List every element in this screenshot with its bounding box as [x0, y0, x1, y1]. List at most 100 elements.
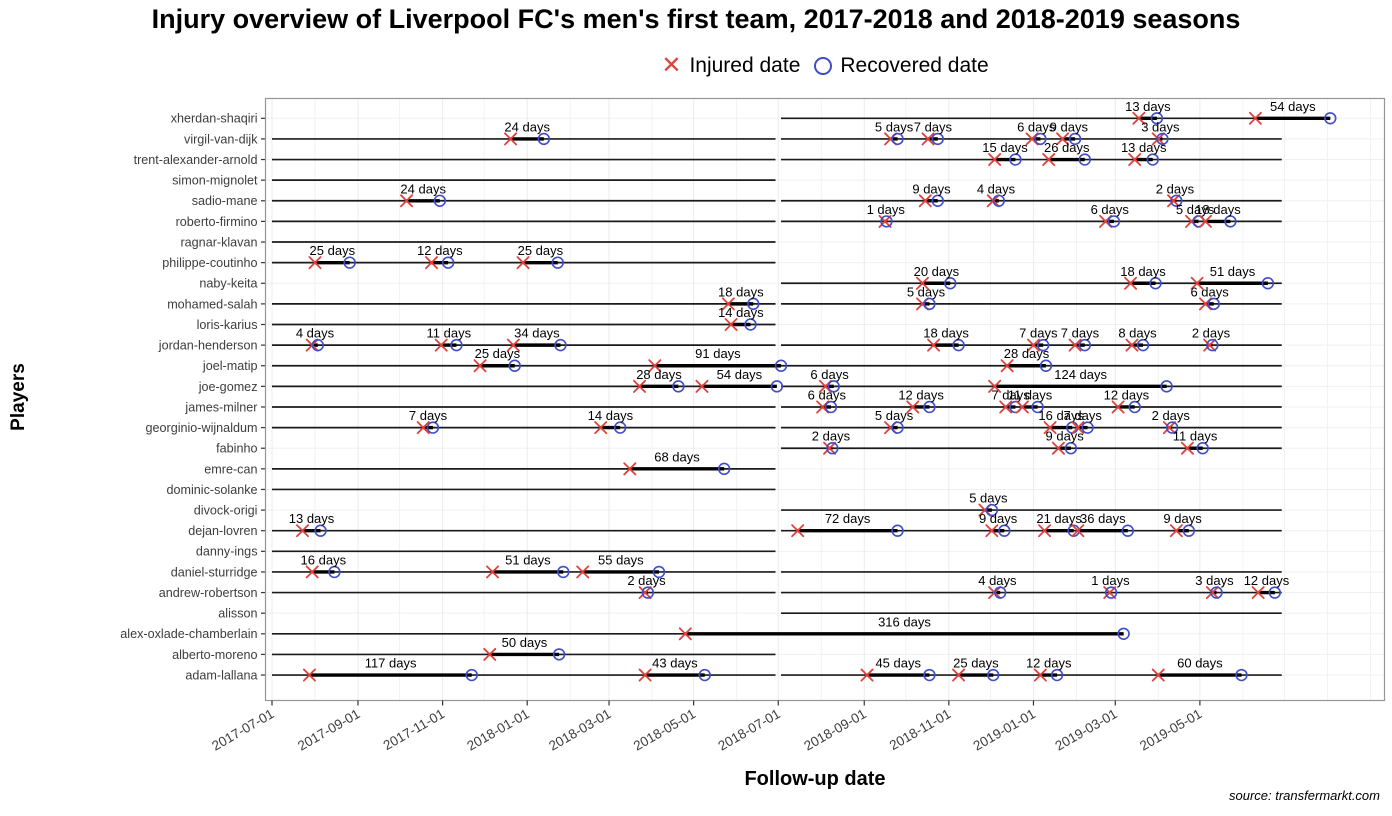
injured-marker — [1124, 276, 1138, 290]
recovered-marker — [698, 668, 711, 682]
player-label: virgil-van-dijk — [184, 132, 258, 146]
recovered-marker — [613, 421, 627, 434]
panel-border — [264, 97, 1386, 702]
injury-duration-label: 60 days — [1177, 656, 1223, 671]
injury-duration-label: 28 days — [636, 367, 682, 382]
recovered-marker — [1104, 586, 1118, 599]
injury-duration-label: 9 days — [1163, 511, 1202, 526]
recovered-marker — [1068, 132, 1082, 146]
recovered-marker — [1031, 400, 1044, 414]
recovered-marker — [450, 338, 463, 352]
injured-marker — [1203, 338, 1217, 352]
recovered-marker — [1196, 442, 1209, 455]
injured-marker — [516, 256, 530, 270]
recovered-marker — [1150, 112, 1164, 125]
injury-duration-label: 24 days — [400, 181, 446, 196]
player-label: mohamed-salah — [167, 297, 257, 311]
player-label: trent-alexander-arnold — [134, 153, 258, 167]
injury-duration-label: 316 days — [878, 614, 931, 629]
player-label: philippe-coutinho — [162, 256, 257, 270]
recovered-marker — [774, 359, 788, 372]
player-label: joel-matip — [202, 359, 258, 373]
injured-marker — [999, 400, 1013, 414]
recovered-marker — [931, 132, 944, 146]
recovered-marker — [891, 524, 904, 537]
injured-marker — [918, 194, 932, 208]
injured-marker — [1151, 132, 1165, 146]
injury-duration-label: 124 days — [1054, 367, 1107, 382]
injury-duration-label: 28 days — [1004, 346, 1050, 361]
injured-marker — [296, 524, 310, 538]
injured-marker — [483, 647, 497, 661]
injury-duration-label: 34 days — [514, 326, 560, 341]
injury-duration-label: 7 days — [409, 408, 448, 423]
injury-duration-label: 6 days — [1190, 284, 1229, 299]
player-label: daniel-sturridge — [171, 565, 258, 579]
recovered-marker — [1324, 112, 1337, 125]
injured-marker — [623, 462, 637, 476]
injury-duration-label: 51 days — [1210, 264, 1256, 279]
injury-duration-label: 9 days — [979, 511, 1018, 526]
injury-duration-label: 7 days — [914, 119, 953, 134]
injury-duration-label: 5 days — [907, 284, 946, 299]
injury-duration-label: 68 days — [654, 449, 700, 464]
injured-marker — [985, 524, 999, 538]
x-tick-label: 2018-03-01 — [546, 706, 613, 754]
recovered-marker — [672, 380, 685, 393]
injured-marker — [1162, 421, 1176, 435]
injured-marker — [1033, 668, 1047, 682]
injury-duration-label: 25 days — [310, 243, 356, 258]
recovered-marker — [770, 380, 784, 393]
injured-marker — [916, 276, 930, 290]
injury-duration-label: 16 days — [301, 552, 347, 567]
recovered-marker — [1034, 132, 1047, 146]
injury-duration-label: 91 days — [695, 346, 741, 361]
injury-duration-label: 2 days — [1156, 181, 1195, 196]
injured-marker — [1190, 276, 1204, 290]
x-tick-label: 2017-09-01 — [295, 706, 362, 754]
recovered-marker — [931, 194, 944, 207]
injured-marker — [1071, 421, 1085, 435]
injured-marker — [823, 441, 837, 455]
x-tick-label: 2019-03-01 — [1052, 706, 1119, 754]
injury-duration-label: 51 days — [505, 552, 551, 567]
injury-duration-label: 6 days — [1017, 119, 1056, 134]
injury-duration-label: 6 days — [1091, 202, 1130, 217]
injured-marker — [1132, 111, 1146, 125]
injured-marker — [1068, 338, 1082, 352]
injury-duration-label: 50 days — [502, 635, 548, 650]
injury-duration-label: 13 days — [1121, 140, 1167, 155]
recovered-marker — [537, 132, 551, 146]
injury-duration-label: 12 days — [1244, 573, 1290, 588]
recovered-marker — [944, 277, 957, 290]
recovered-marker — [314, 524, 327, 537]
recovered-marker — [652, 565, 666, 579]
recovered-marker — [1050, 668, 1064, 682]
recovered-marker — [880, 215, 893, 228]
recovered-marker — [1224, 215, 1237, 228]
injury-duration-label: 2 days — [627, 573, 666, 588]
injured-marker — [305, 565, 319, 579]
injured-marker — [486, 565, 500, 579]
injury-duration-label: 21 days — [1036, 511, 1082, 526]
injured-marker — [308, 256, 322, 270]
recovered-marker — [1078, 338, 1091, 352]
recovered-marker — [998, 524, 1011, 537]
injury-duration-label: 7 days — [1064, 408, 1103, 423]
injury-duration-label: 5 days — [875, 408, 914, 423]
injured-marker — [695, 379, 709, 393]
x-tick-label: 2018-01-01 — [464, 706, 531, 754]
player-label: james-milner — [184, 400, 257, 414]
injured-marker — [678, 627, 692, 641]
recovered-marker — [1146, 153, 1159, 166]
recovered-marker — [826, 442, 839, 455]
recovered-marker — [1078, 153, 1091, 166]
recovered-marker — [1128, 400, 1141, 414]
injury-duration-label: 25 days — [518, 243, 564, 258]
player-label: alisson — [218, 607, 257, 621]
recovered-marker — [508, 359, 521, 372]
injured-marker — [506, 338, 520, 352]
recovered-marker — [1268, 586, 1282, 599]
injured-marker — [724, 317, 738, 332]
injured-marker — [504, 132, 518, 146]
